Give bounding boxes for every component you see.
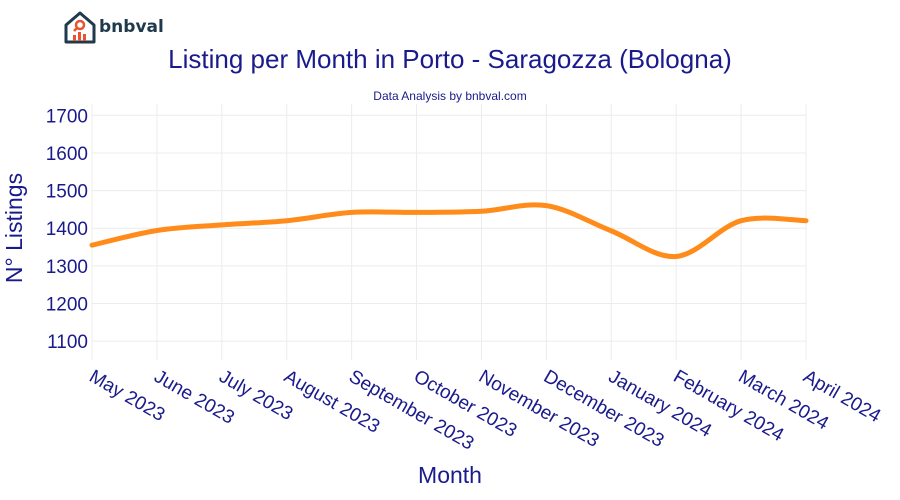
x-axis-title: Month	[418, 462, 482, 488]
house-chart-icon	[64, 11, 96, 44]
y-tick-label: 1700	[46, 106, 88, 127]
chart-subtitle: Data Analysis by bnbval.com	[373, 89, 527, 103]
grid	[91, 104, 807, 360]
y-tick-label: 1600	[46, 144, 88, 165]
y-axis-title: N° Listings	[1, 173, 27, 283]
chart-title: Listing per Month in Porto - Saragozza (…	[168, 44, 732, 74]
series-line-listings	[89, 202, 809, 259]
y-tick-label: 1300	[46, 257, 88, 278]
x-tick-label: February 2024	[670, 366, 788, 446]
brand-logo: bnbval	[64, 10, 164, 44]
y-tick-label: 1400	[46, 219, 88, 240]
y-tick-label: 1200	[46, 295, 88, 316]
brand-name: bnbval	[99, 17, 164, 37]
y-axis-ticks: 1100 1200 1300 1400 1500 1600 1700	[46, 106, 88, 353]
y-tick-label: 1500	[46, 182, 88, 203]
y-tick-label: 1100	[47, 332, 88, 353]
